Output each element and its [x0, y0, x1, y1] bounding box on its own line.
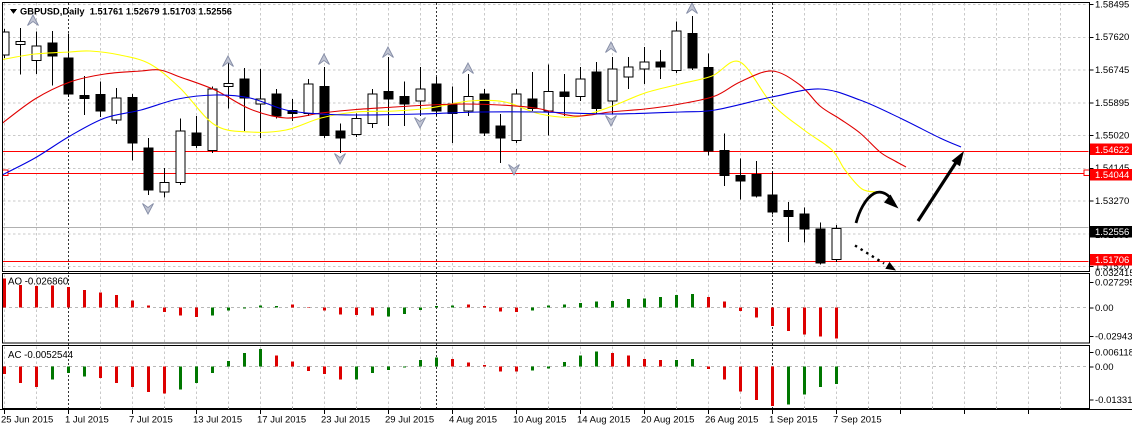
svg-text:1 Sep 2015: 1 Sep 2015 [769, 415, 818, 426]
svg-text:4 Aug 2015: 4 Aug 2015 [449, 415, 497, 426]
svg-text:0.00: 0.00 [1095, 362, 1114, 373]
svg-text:1.57620: 1.57620 [1095, 32, 1129, 43]
svg-text:23 Jul 2015: 23 Jul 2015 [321, 415, 370, 426]
svg-text:AC -0.0052544: AC -0.0052544 [8, 350, 74, 361]
svg-text:-0.0133172: -0.0133172 [1095, 395, 1132, 406]
svg-text:17 Jul 2015: 17 Jul 2015 [257, 415, 306, 426]
svg-text:1.53270: 1.53270 [1095, 196, 1129, 207]
svg-text:1.51706: 1.51706 [1095, 255, 1129, 266]
svg-text:0.032415: 0.032415 [1095, 268, 1132, 279]
svg-text:1.52556: 1.52556 [1095, 227, 1129, 238]
svg-text:7 Jul 2015: 7 Jul 2015 [129, 415, 173, 426]
svg-text:1.55020: 1.55020 [1095, 131, 1129, 142]
svg-text:0.00: 0.00 [1095, 303, 1114, 314]
svg-text:14 Aug 2015: 14 Aug 2015 [577, 415, 630, 426]
svg-text:0.027295: 0.027295 [1095, 278, 1132, 289]
svg-text:10 Aug 2015: 10 Aug 2015 [513, 415, 566, 426]
svg-text:29 Jul 2015: 29 Jul 2015 [385, 415, 434, 426]
svg-text:26 Aug 2015: 26 Aug 2015 [705, 415, 758, 426]
svg-text:7 Sep 2015: 7 Sep 2015 [833, 415, 882, 426]
svg-text:1.55895: 1.55895 [1095, 98, 1129, 109]
svg-text:1.51520: 1.51520 [1095, 262, 1129, 273]
svg-text:1.58495: 1.58495 [1095, 0, 1129, 11]
svg-text:1.54622: 1.54622 [1095, 145, 1129, 156]
svg-text:1.54044: 1.54044 [1095, 170, 1129, 181]
svg-text:-0.029439: -0.029439 [1095, 332, 1132, 343]
svg-text:25 Jun 2015: 25 Jun 2015 [1, 415, 53, 426]
svg-text:20 Aug 2015: 20 Aug 2015 [641, 415, 694, 426]
svg-text:GBPUSD,Daily 1.51761 1.52679: GBPUSD,Daily 1.51761 1.52679 1.51703 1.5… [20, 7, 232, 17]
svg-text:1 Jul 2015: 1 Jul 2015 [65, 415, 109, 426]
svg-text:1.54145: 1.54145 [1095, 163, 1129, 174]
svg-text:AO -0.026860: AO -0.026860 [8, 277, 69, 288]
svg-text:0.0061188: 0.0061188 [1095, 348, 1132, 359]
svg-text:1.56745: 1.56745 [1095, 65, 1129, 76]
svg-text:13 Jul 2015: 13 Jul 2015 [193, 415, 242, 426]
